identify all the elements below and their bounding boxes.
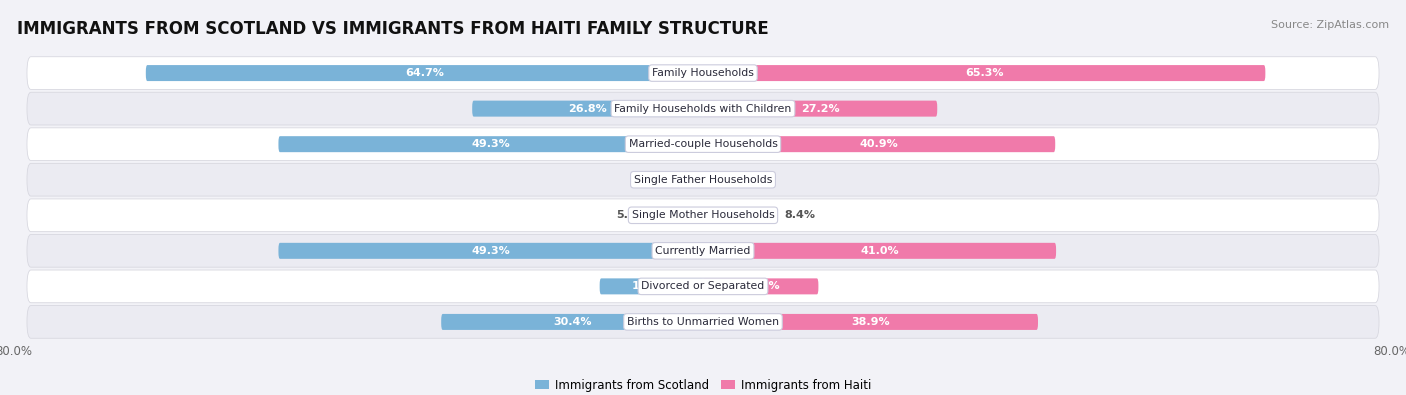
Text: 12.0%: 12.0% [633,281,671,292]
Text: 5.5%: 5.5% [616,210,647,220]
FancyBboxPatch shape [27,235,1379,267]
Text: Married-couple Households: Married-couple Households [628,139,778,149]
Text: IMMIGRANTS FROM SCOTLAND VS IMMIGRANTS FROM HAITI FAMILY STRUCTURE: IMMIGRANTS FROM SCOTLAND VS IMMIGRANTS F… [17,20,769,38]
Text: 64.7%: 64.7% [405,68,444,78]
FancyBboxPatch shape [27,128,1379,160]
Text: 26.8%: 26.8% [568,103,607,114]
FancyBboxPatch shape [703,101,938,117]
Text: 41.0%: 41.0% [860,246,898,256]
FancyBboxPatch shape [703,314,1038,330]
Text: Single Mother Households: Single Mother Households [631,210,775,220]
Text: 2.1%: 2.1% [645,175,676,185]
Text: Currently Married: Currently Married [655,246,751,256]
FancyBboxPatch shape [27,270,1379,303]
FancyBboxPatch shape [703,278,818,294]
FancyBboxPatch shape [27,164,1379,196]
FancyBboxPatch shape [655,207,703,223]
FancyBboxPatch shape [703,207,775,223]
Legend: Immigrants from Scotland, Immigrants from Haiti: Immigrants from Scotland, Immigrants fro… [530,374,876,395]
FancyBboxPatch shape [703,65,1265,81]
FancyBboxPatch shape [278,243,703,259]
Text: Single Father Households: Single Father Households [634,175,772,185]
Text: 40.9%: 40.9% [859,139,898,149]
Text: 49.3%: 49.3% [471,139,510,149]
Text: Births to Unmarried Women: Births to Unmarried Women [627,317,779,327]
FancyBboxPatch shape [685,172,703,188]
Text: 65.3%: 65.3% [965,68,1004,78]
Text: Divorced or Separated: Divorced or Separated [641,281,765,292]
Text: 38.9%: 38.9% [851,317,890,327]
FancyBboxPatch shape [703,243,1056,259]
FancyBboxPatch shape [278,136,703,152]
FancyBboxPatch shape [703,136,1056,152]
FancyBboxPatch shape [599,278,703,294]
Text: 30.4%: 30.4% [553,317,592,327]
Text: Family Households with Children: Family Households with Children [614,103,792,114]
FancyBboxPatch shape [472,101,703,117]
Text: 49.3%: 49.3% [471,246,510,256]
FancyBboxPatch shape [703,172,725,188]
Text: 8.4%: 8.4% [785,210,815,220]
FancyBboxPatch shape [441,314,703,330]
FancyBboxPatch shape [27,306,1379,338]
FancyBboxPatch shape [27,57,1379,89]
Text: 2.6%: 2.6% [734,175,765,185]
Text: 13.4%: 13.4% [741,281,780,292]
FancyBboxPatch shape [27,199,1379,231]
Text: Family Households: Family Households [652,68,754,78]
Text: Source: ZipAtlas.com: Source: ZipAtlas.com [1271,20,1389,30]
FancyBboxPatch shape [146,65,703,81]
FancyBboxPatch shape [27,92,1379,125]
Text: 27.2%: 27.2% [801,103,839,114]
